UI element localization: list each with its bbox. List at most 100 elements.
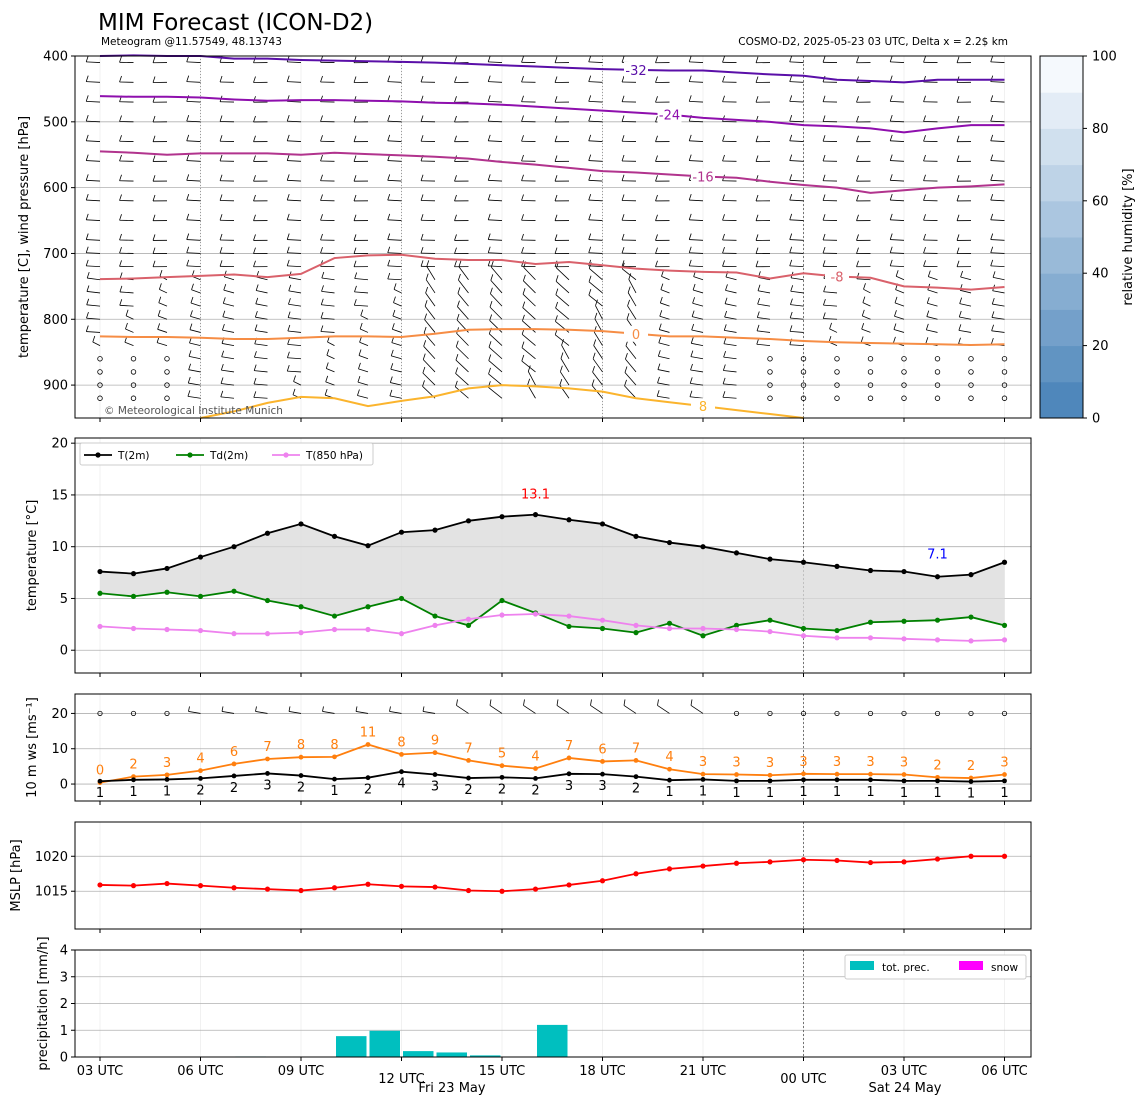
wind-barb xyxy=(189,342,201,346)
t850-series-point xyxy=(331,626,338,633)
wind-barb xyxy=(387,239,402,241)
wind-barb xyxy=(387,219,402,221)
wind-calm-marker xyxy=(867,369,874,375)
wind-calm-marker xyxy=(800,395,807,401)
wind-barb xyxy=(863,288,871,294)
wind-barb-flag xyxy=(286,154,290,161)
wind-barb-flag xyxy=(389,376,393,383)
wind-barb xyxy=(360,328,369,333)
mslp-point xyxy=(264,886,271,892)
isotherm-label-bg xyxy=(691,398,715,415)
precipitation-panel: 0 1 2 3 4 tot. prec. snow precipitation [mm/h] xyxy=(36,936,1032,1071)
wind-barb-flag xyxy=(219,154,223,162)
wind-barb-flag xyxy=(353,299,357,306)
wind-barb xyxy=(725,276,737,281)
mean-wind-value-label: 1 xyxy=(833,785,841,800)
wind-barb-flag xyxy=(923,233,926,241)
wind-barb-flag xyxy=(322,706,324,712)
wind-barb-flag xyxy=(353,135,357,142)
wind-barb-flag xyxy=(956,234,960,241)
wind-barb-flag xyxy=(829,322,832,330)
wind-barb-flag xyxy=(487,154,491,161)
wind-barb-flag xyxy=(286,213,290,220)
wind-barb-flag xyxy=(990,246,994,253)
wind-barb-flag xyxy=(355,706,358,712)
wind-calm-marker xyxy=(834,395,840,401)
mean-wind-point xyxy=(265,771,270,776)
wind-barb-flag xyxy=(655,135,658,142)
mean-wind-point xyxy=(399,769,404,775)
precip-bar xyxy=(403,1051,434,1057)
t850-series-point xyxy=(130,625,137,632)
wind-barb-flag xyxy=(789,311,793,319)
wind-barb-flag xyxy=(422,380,425,387)
wind-barb-flag xyxy=(554,115,558,123)
wind-barb-flag xyxy=(692,297,695,304)
snow-legend-label: snow xyxy=(991,962,1019,974)
wind-barb-flag xyxy=(521,233,524,241)
wind-barb-flag xyxy=(822,174,826,181)
wind-barb-flag xyxy=(722,247,725,254)
wind-barb xyxy=(862,302,871,307)
mslp-point xyxy=(97,882,103,888)
wind-calm-marker xyxy=(901,369,907,375)
wind-barb-flag xyxy=(188,706,190,712)
wind-barb xyxy=(254,343,268,346)
wind-barb xyxy=(119,291,134,294)
wind-barb-flag xyxy=(893,336,896,343)
mean-wind-point xyxy=(164,777,170,782)
wind-barb xyxy=(624,385,637,399)
gust-value-label: 7 xyxy=(632,741,640,756)
td2m-series-point xyxy=(231,588,237,594)
wind-barb xyxy=(790,290,804,294)
mean-wind-point xyxy=(1002,778,1007,784)
wind-barb xyxy=(488,265,503,268)
wind-barb-flag xyxy=(822,260,826,267)
gust-point xyxy=(566,755,572,761)
wind-barb-flag xyxy=(223,283,227,291)
gust-point xyxy=(365,742,371,747)
wind-barb-flag xyxy=(119,56,122,63)
wind-barb-flag xyxy=(594,312,598,320)
wind-barb-flag xyxy=(387,246,391,253)
wind-barb-flag xyxy=(454,175,457,182)
wind-calm-marker xyxy=(867,382,874,388)
wind-barb-flag xyxy=(521,354,525,362)
precipitation-ytick-label: 2 xyxy=(60,997,68,1012)
wind-barb xyxy=(658,355,670,360)
wind-barb-flag xyxy=(856,214,859,221)
mslp-point xyxy=(298,887,304,894)
t2m-series-point xyxy=(465,518,472,524)
wind-barb xyxy=(488,346,503,360)
mean-wind-value-label: 1 xyxy=(766,786,774,801)
mean-wind-value-label: 2 xyxy=(464,783,472,798)
wind-barb-flag xyxy=(353,260,357,267)
wind-barb xyxy=(689,160,704,162)
wind-barb xyxy=(588,140,603,142)
isotherm-label-bg xyxy=(624,325,648,342)
wind-barb-flag xyxy=(320,325,324,332)
mslp-point xyxy=(164,880,170,887)
legend-marker xyxy=(187,452,193,458)
wind-barb-flag xyxy=(554,214,558,221)
wind-barb xyxy=(660,302,670,307)
wind-calm-marker xyxy=(968,382,974,388)
wind-barb-flag xyxy=(655,260,658,267)
wind-barb xyxy=(490,266,503,281)
wind-barb-flag xyxy=(287,351,290,358)
temperature-ytick-label: 20 xyxy=(51,437,68,452)
wind-barb xyxy=(593,331,603,346)
wind-barb xyxy=(326,354,335,360)
wind-barb xyxy=(588,294,603,307)
wind-barb xyxy=(387,278,402,281)
wind-barb-flag xyxy=(219,174,223,181)
wind-barb-flag xyxy=(991,297,995,305)
wind-barb xyxy=(220,383,235,386)
wind-calm-marker xyxy=(934,395,941,401)
wind-barb-flag xyxy=(253,364,257,371)
wind-barb xyxy=(523,267,536,281)
copyright-note: © Meteorological Institute Munich xyxy=(104,405,283,417)
wind-barb-flag xyxy=(554,135,558,142)
colorbar-band xyxy=(1040,309,1083,347)
wind-barb-flag xyxy=(959,297,963,304)
